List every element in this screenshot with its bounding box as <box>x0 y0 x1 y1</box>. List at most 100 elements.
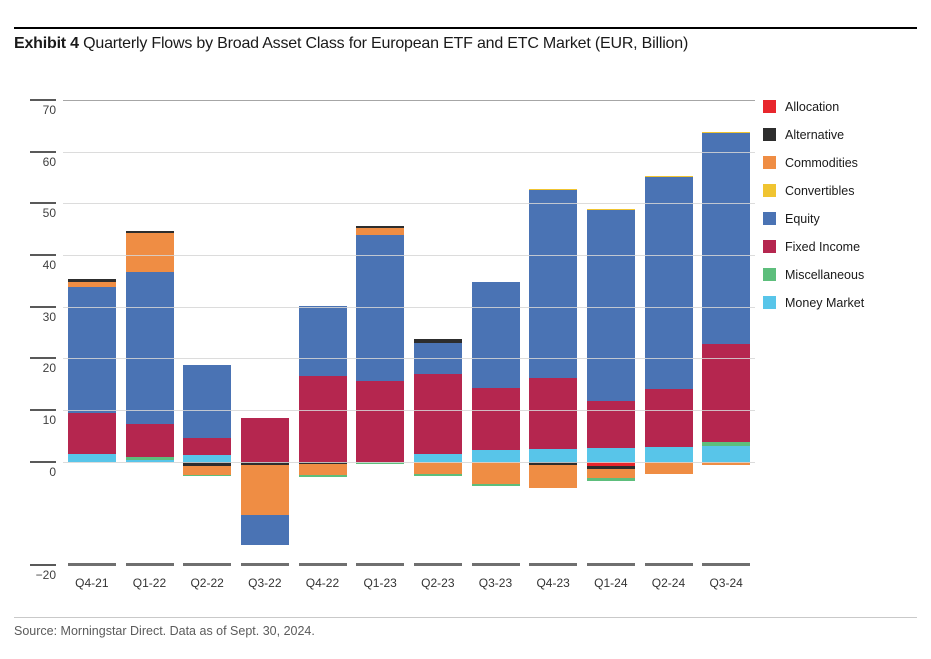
bar-segment-equity <box>125 272 174 425</box>
y-tick <box>30 460 56 463</box>
axis-tick-segment <box>702 563 751 566</box>
legend-item-money-market: Money Market <box>763 295 923 310</box>
x-tick-label: Q2-23 <box>421 576 455 590</box>
bar-segment-alternative <box>240 461 289 465</box>
axis-tick-segment <box>183 563 232 566</box>
legend-label: Miscellaneous <box>785 267 865 282</box>
bar-segment-commodities <box>644 461 693 475</box>
bar-segment-miscellaneous <box>702 441 751 447</box>
gridline-40 <box>63 255 755 256</box>
bar-segment-commodities <box>183 466 232 476</box>
bar-segment-alternative <box>586 466 635 470</box>
legend-swatch-icon <box>763 156 776 169</box>
bar-segment-equity <box>586 210 635 401</box>
legend-item-fixed-income: Fixed Income <box>763 239 923 254</box>
axis-tick-segment <box>67 563 116 566</box>
y-tick <box>30 564 56 566</box>
gridline-50 <box>63 203 755 205</box>
legend-item-convertibles: Convertibles <box>763 184 923 198</box>
bar-segment-alternative <box>356 225 405 229</box>
bar-segment-alternative <box>125 230 174 234</box>
x-tick-label: Q4-23 <box>536 576 570 590</box>
gridline-30 <box>63 306 755 308</box>
bar-segment-fixed-income <box>413 374 462 455</box>
bar-segment-commodities <box>529 465 578 488</box>
y-tick-label: 0 <box>49 464 56 479</box>
x-tick-label: Q4-22 <box>305 576 340 590</box>
bar-segment-equity <box>356 235 405 382</box>
legend-item-miscellaneous: Miscellaneous <box>763 267 923 282</box>
bar-segment-alternative <box>298 461 347 464</box>
bar-segment-commodities <box>298 463 347 475</box>
y-tick-label: 20 <box>42 361 56 376</box>
bar-segment-fixed-income <box>240 417 289 462</box>
bar-segment-commodities <box>67 281 116 288</box>
bar-segment-money-market <box>125 459 174 462</box>
axis-tick-segment <box>356 563 405 566</box>
axis-tick-segment <box>529 563 578 566</box>
gridline-20 <box>63 358 755 360</box>
header-rule <box>14 27 917 29</box>
legend-label: Money Market <box>785 295 865 310</box>
legend-swatch-icon <box>763 240 776 253</box>
y-tick-label: 50 <box>42 206 56 221</box>
bar-segment-fixed-income <box>529 378 578 450</box>
bar-segment-convertibles <box>644 175 693 177</box>
y-tick <box>30 357 56 360</box>
bar-segment-commodities <box>702 461 751 465</box>
bar-segment-miscellaneous <box>356 461 405 465</box>
bar-segment-equity <box>183 365 232 439</box>
y-tick-label: −20 <box>35 568 56 582</box>
y-tick-label: 70 <box>42 103 56 117</box>
bar-segment-commodities <box>413 461 462 474</box>
bar-segment-fixed-income <box>67 413 116 454</box>
legend-swatch-icon <box>763 212 776 225</box>
exhibit-label: Exhibit 4 <box>14 35 79 52</box>
bar-segment-equity <box>298 305 347 376</box>
y-tick-label: 10 <box>42 413 56 427</box>
bar-segment-fixed-income <box>471 388 520 450</box>
axis-tick-segment <box>644 563 693 566</box>
x-tick-label: Q2-22 <box>190 576 224 590</box>
legend-swatch-icon <box>763 184 776 197</box>
bar-segment-money-market <box>644 447 693 462</box>
y-tick <box>30 202 56 205</box>
x-tick-label: Q4-21 <box>75 576 109 590</box>
x-tick-label: Q1-22 <box>132 576 167 590</box>
bar-segment-alternative <box>529 461 578 466</box>
bar-segment-money-market <box>529 449 578 462</box>
y-tick <box>30 150 56 153</box>
bar-segment-convertibles <box>529 189 578 191</box>
source-note: Source: Morningstar Direct. Data as of S… <box>14 624 315 638</box>
legend-label: Fixed Income <box>785 239 861 254</box>
legend-swatch-icon <box>763 268 776 281</box>
x-tick-label: Q3-23 <box>478 576 513 590</box>
bar-segment-equity <box>67 287 116 414</box>
x-tick-label: Q2-24 <box>651 576 686 590</box>
bar-segment-alternative <box>67 279 116 282</box>
legend-swatch-icon <box>763 128 776 141</box>
bar-segment-fixed-income <box>644 388 693 448</box>
bar-segment-allocation <box>586 461 635 467</box>
bar-segment-commodities <box>356 228 405 236</box>
gridline-70 <box>63 100 755 101</box>
legend: Allocation Alternative Commodities Converti… <box>763 100 923 324</box>
axis-tick-segment <box>413 563 462 566</box>
axis-tick-segment <box>471 563 520 566</box>
legend-item-equity: Equity <box>763 211 923 226</box>
legend-label: Equity <box>785 211 820 226</box>
gridline-10 <box>63 410 755 411</box>
bar-segment-miscellaneous <box>471 483 520 486</box>
bar-segment-alternative <box>183 461 232 467</box>
legend-swatch-icon <box>763 296 776 309</box>
bar-segment-equity <box>644 176 693 389</box>
bar-segment-fixed-income <box>702 343 751 442</box>
y-tick-label: 30 <box>42 309 56 324</box>
bar-segment-money-market <box>67 453 116 462</box>
chart-title: Exhibit 4 Quarterly Flows by Broad Asset… <box>14 35 688 53</box>
legend-item-alternative: Alternative <box>763 128 923 142</box>
footer-rule <box>14 617 917 618</box>
bar-segment-miscellaneous <box>298 474 347 478</box>
x-tick-label: Q3-22 <box>248 576 282 590</box>
legend-item-commodities: Commodities <box>763 156 923 170</box>
